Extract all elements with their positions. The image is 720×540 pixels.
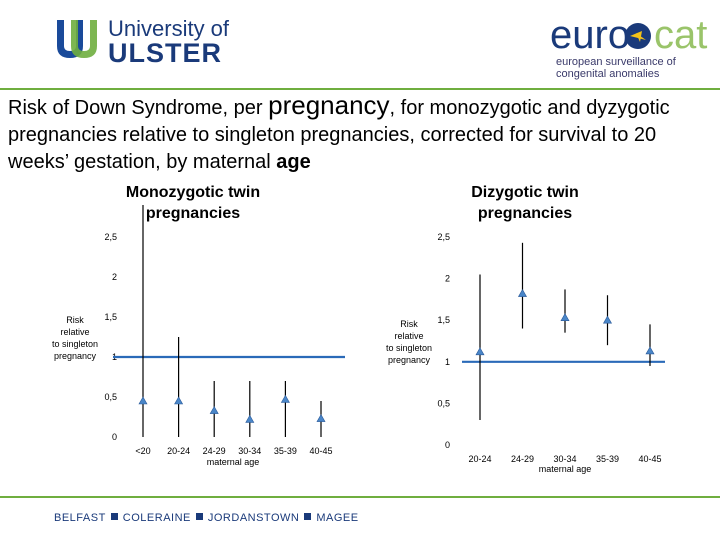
title-part2: pregnancy xyxy=(268,90,390,120)
footer-separator xyxy=(110,513,118,520)
header-divider xyxy=(0,88,720,90)
footer-separator xyxy=(195,513,203,520)
dizy-ytick-label: 1,5 xyxy=(437,315,450,325)
title-part1: Risk of Down Syndrome, per xyxy=(8,97,269,119)
dizy-ytick-label: 0 xyxy=(445,440,450,450)
dizy-ylabel-line: Risk xyxy=(400,319,418,329)
mono-ytick-label: 0,5 xyxy=(104,392,117,402)
dizy-ytick-label: 2,5 xyxy=(437,232,450,242)
dizy-data-point xyxy=(602,315,613,324)
mono-data-point xyxy=(316,413,326,422)
mono-ytick-label: 2,5 xyxy=(104,232,117,242)
mono-xtick-label: 24-29 xyxy=(203,446,226,456)
eurocat-logo: euro cat european surveillance of congen… xyxy=(548,12,720,82)
mono-xtick-label: 35-39 xyxy=(274,446,297,456)
mono-data-point xyxy=(245,414,255,423)
dizy-data-point xyxy=(475,347,485,356)
eurocat-star-icon xyxy=(630,31,646,42)
eurocat-wordmark: euro cat xyxy=(550,13,707,57)
dizy-chart-title-0: Dizygotic twin xyxy=(471,184,579,201)
uu-name-line2: ULSTER xyxy=(108,38,222,68)
footer-campus-belfast: BELFAST xyxy=(54,512,106,524)
mono-chart-title-1: pregnancies xyxy=(146,205,240,222)
mono-ytick-label: 1,5 xyxy=(104,312,117,322)
footer-campus-magee: MAGEE xyxy=(316,512,359,524)
dizy-xtick-label: 35-39 xyxy=(596,454,619,464)
ulster-crest-icon xyxy=(54,18,100,62)
dizy-chart-title-1: pregnancies xyxy=(478,205,572,222)
mono-ylabel-line: to singleton xyxy=(52,339,98,349)
dizy-xtick-label: 30-34 xyxy=(553,454,576,464)
mono-ylabel-line: relative xyxy=(60,327,89,337)
mono-xlabel: maternal age xyxy=(207,457,260,467)
dizy-data-point xyxy=(560,313,570,322)
dizy-xlabel: maternal age xyxy=(539,464,592,474)
dizy-ytick-label: 2 xyxy=(445,274,450,284)
mono-xtick-label: <20 xyxy=(135,446,150,456)
mono-chart-title-0: Monozygotic twin xyxy=(126,184,260,201)
campus-footer: BELFAST COLERAINE JORDANSTOWN MAGEE xyxy=(54,512,359,524)
mono-data-point xyxy=(280,394,290,403)
footer-divider xyxy=(0,496,720,498)
mono-data-point xyxy=(209,405,219,414)
uu-name-line1: University of xyxy=(108,16,230,41)
eurocat-left-text: euro xyxy=(550,13,630,57)
footer-campus-coleraine: COLERAINE xyxy=(122,512,191,524)
dizy-data-point xyxy=(645,346,655,355)
mono-ytick-label: 0 xyxy=(112,432,117,442)
mono-ylabel-line: pregnancy xyxy=(54,351,97,361)
dizy-ylabel-line: to singleton xyxy=(386,343,432,353)
dizy-xtick-label: 20-24 xyxy=(468,454,491,464)
eurocat-tagline: european surveillance of congenital anom… xyxy=(556,56,676,80)
mono-ylabel-line: Risk xyxy=(66,315,84,325)
mono-xtick-label: 20-24 xyxy=(167,446,190,456)
eurocat-tagline-2: congenital anomalies xyxy=(556,68,660,80)
title-part4: age xyxy=(276,151,311,173)
university-of-ulster-logo: University of ULSTER xyxy=(54,16,229,68)
mono-data-point xyxy=(174,396,184,405)
dizy-ytick-label: 0,5 xyxy=(437,398,450,408)
mono-xtick-label: 30-34 xyxy=(238,446,261,456)
dizy-data-point xyxy=(517,288,528,297)
footer-separator xyxy=(304,513,312,520)
dizy-xtick-label: 40-45 xyxy=(638,454,661,464)
footer-campus-jordanstown: JORDANSTOWN xyxy=(207,512,300,524)
mono-data-point xyxy=(138,396,148,405)
slide-title: Risk of Down Syndrome, per pregnancy, fo… xyxy=(8,92,716,176)
dizy-ylabel-line: pregnancy xyxy=(388,355,431,365)
dizy-ylabel-line: relative xyxy=(394,331,423,341)
mono-ytick-label: 2 xyxy=(112,272,117,282)
charts-area: Monozygotic twin pregnancies 0 0,5 1 1,5 2 2,5 R… xyxy=(52,184,665,474)
eurocat-tagline-1: european surveillance of xyxy=(556,56,676,68)
eurocat-right-text: cat xyxy=(654,13,707,57)
mono-xtick-label: 40-45 xyxy=(309,446,332,456)
dizy-xtick-label: 24-29 xyxy=(511,454,534,464)
title-part3: , for monozygotic and dyzygotic pregnanc… xyxy=(8,97,670,173)
dizy-ytick-label: 1 xyxy=(445,357,450,367)
